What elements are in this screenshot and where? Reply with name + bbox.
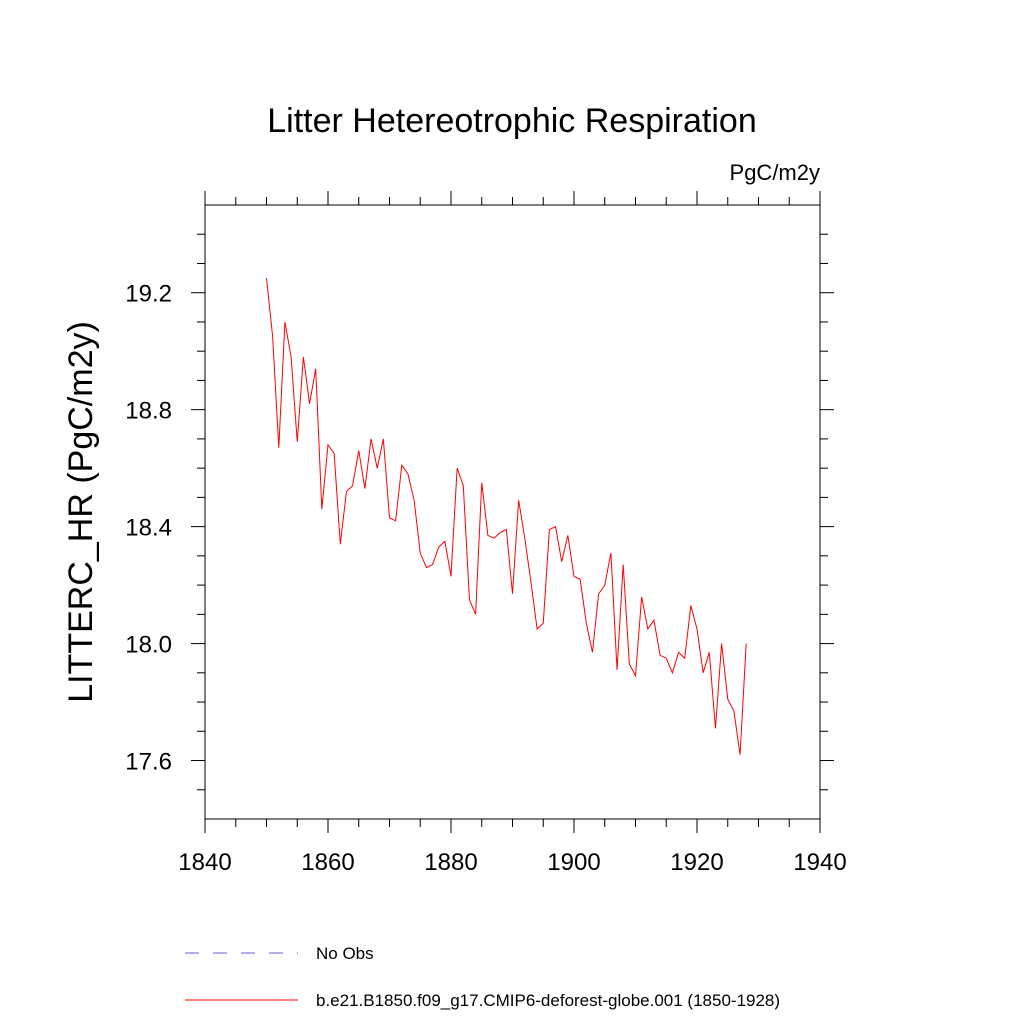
axis-ticks: [191, 191, 834, 833]
x-tick-label: 1920: [670, 849, 723, 876]
plot-border: [204, 204, 821, 820]
chart-title: Litter Hetereotrophic Respiration: [267, 102, 756, 140]
x-tick-label: 1860: [301, 849, 354, 876]
x-tick-label: 1940: [793, 849, 846, 876]
x-tick-label: 1880: [424, 849, 477, 876]
x-tick-label: 1840: [178, 849, 231, 876]
y-axis-label: LITTERC_HR (PgC/m2y): [62, 321, 100, 703]
units-label: PgC/m2y: [730, 160, 820, 185]
plot-frame: [204, 204, 821, 820]
x-tick-label: 1900: [547, 849, 600, 876]
y-tick-label: 18.8: [125, 398, 172, 425]
x-tick-labels: 1840 1860 1880 1900 1920 1940: [178, 849, 846, 876]
series-lines: [266, 278, 747, 755]
legend-label-model-run: b.e21.B1850.f09_g17.CMIP6-deforest-globe…: [316, 991, 780, 1010]
y-tick-label: 19.2: [125, 281, 172, 308]
legend-label-no-obs: No Obs: [316, 944, 374, 963]
y-tick-labels: 17.6 18.0 18.4 18.8 19.2: [125, 281, 172, 776]
series-line: [266, 278, 747, 755]
legend: No Obs b.e21.B1850.f09_g17.CMIP6-defores…: [185, 944, 780, 1010]
y-tick-label: 18.0: [125, 632, 172, 659]
y-tick-label: 18.4: [125, 515, 172, 542]
y-tick-label: 17.6: [125, 749, 172, 776]
